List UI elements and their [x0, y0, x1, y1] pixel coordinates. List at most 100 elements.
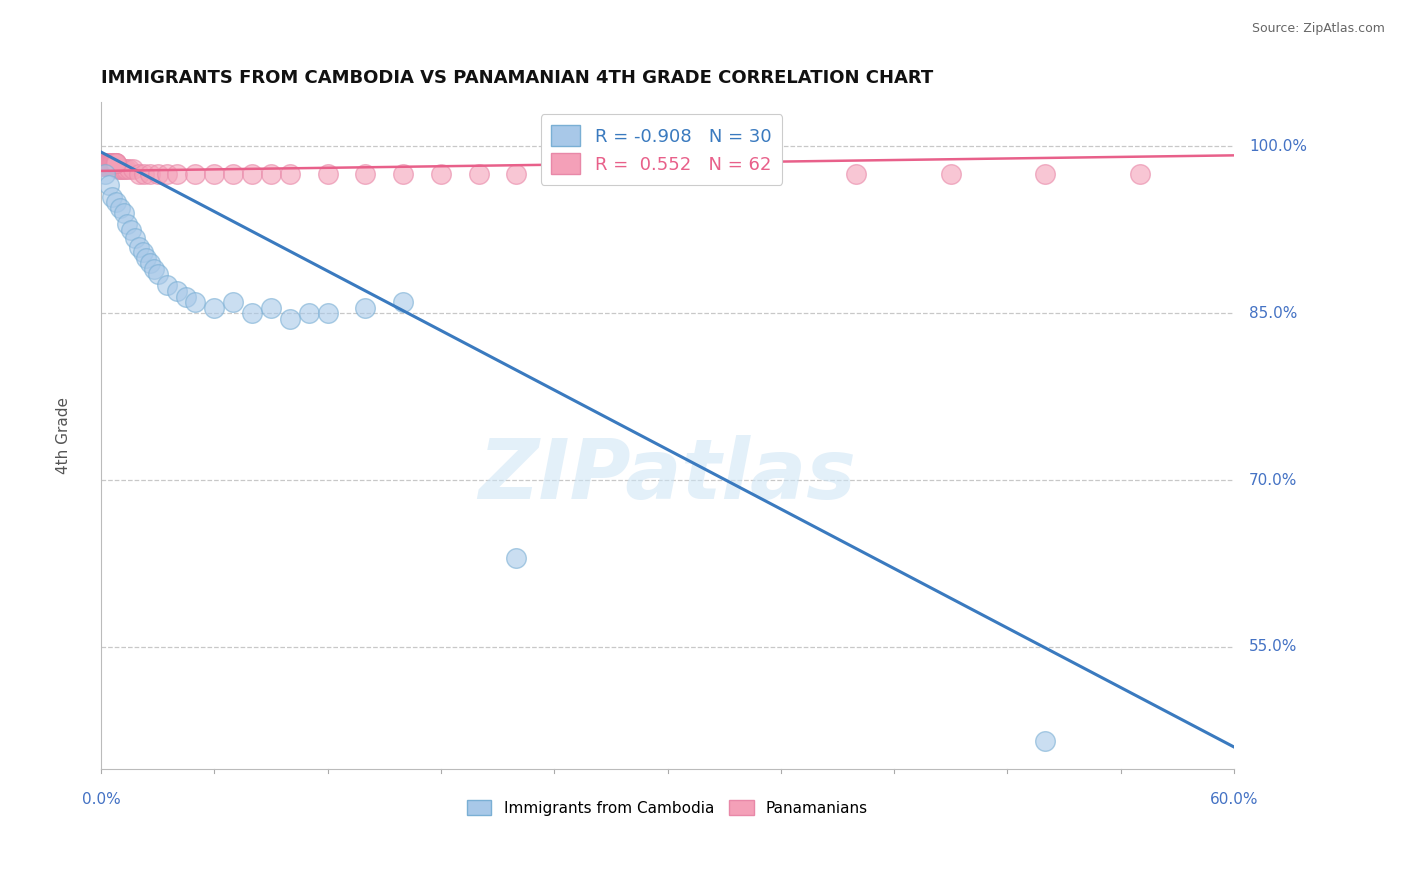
Point [101, 189, 124, 203]
Point [131, 245, 153, 260]
Point [97, 157, 120, 171]
Point [101, 156, 124, 170]
Point [184, 295, 207, 310]
Point [166, 167, 188, 181]
Point [845, 167, 868, 181]
Point [202, 167, 225, 181]
Point [657, 167, 679, 181]
Point [120, 223, 142, 237]
Point [93, 158, 115, 172]
Point [105, 195, 128, 210]
Text: 60.0%: 60.0% [1209, 791, 1258, 806]
Point [202, 301, 225, 315]
Point [103, 156, 125, 170]
Point [135, 251, 157, 265]
Point [134, 167, 156, 181]
Point [94, 156, 117, 170]
Point [298, 306, 321, 320]
Point [124, 230, 146, 244]
Point [260, 167, 283, 181]
Text: 85.0%: 85.0% [1249, 306, 1298, 321]
Point [97, 178, 120, 193]
Point [316, 306, 339, 320]
Point [96, 158, 118, 172]
Point [1033, 167, 1056, 181]
Point [505, 167, 527, 181]
Point [139, 256, 162, 270]
Point [939, 167, 962, 181]
Point [392, 167, 415, 181]
Point [184, 167, 207, 181]
Point [114, 161, 136, 176]
Point [111, 161, 134, 176]
Point [101, 156, 124, 170]
Point [278, 167, 301, 181]
Point [240, 306, 263, 320]
Text: Source: ZipAtlas.com: Source: ZipAtlas.com [1251, 22, 1385, 36]
Point [260, 301, 283, 315]
Point [108, 201, 131, 215]
Point [156, 278, 179, 293]
Text: 55.0%: 55.0% [1249, 640, 1298, 655]
Point [112, 161, 135, 176]
Point [122, 161, 145, 176]
Text: 4th Grade: 4th Grade [56, 397, 70, 475]
Point [222, 295, 245, 310]
Point [166, 284, 188, 298]
Point [430, 167, 453, 181]
Point [93, 156, 115, 170]
Point [1129, 167, 1152, 181]
Point [91, 160, 114, 174]
Point [107, 161, 129, 176]
Legend: Immigrants from Cambodia, Panamanians: Immigrants from Cambodia, Panamanians [461, 794, 875, 822]
Point [100, 156, 122, 170]
Point [118, 161, 141, 176]
Point [156, 167, 179, 181]
Text: 100.0%: 100.0% [1249, 139, 1308, 154]
Point [278, 311, 301, 326]
Text: IMMIGRANTS FROM CAMBODIA VS PANAMANIAN 4TH GRADE CORRELATION CHART: IMMIGRANTS FROM CAMBODIA VS PANAMANIAN 4… [101, 69, 934, 87]
Point [96, 156, 118, 170]
Point [101, 156, 124, 170]
Point [562, 167, 585, 181]
Text: 70.0%: 70.0% [1249, 473, 1298, 488]
Point [97, 157, 120, 171]
Point [174, 290, 197, 304]
Point [117, 217, 139, 231]
Point [96, 158, 118, 172]
Text: 0.0%: 0.0% [82, 791, 121, 806]
Point [316, 167, 339, 181]
Point [94, 156, 117, 170]
Point [112, 206, 135, 220]
Point [97, 156, 120, 170]
Point [1033, 734, 1056, 748]
Point [97, 156, 120, 170]
Point [91, 156, 114, 170]
Point [146, 167, 169, 181]
Point [222, 167, 245, 181]
Point [467, 167, 489, 181]
Point [100, 157, 122, 171]
Point [104, 156, 127, 170]
Point [392, 295, 415, 310]
Point [94, 167, 117, 181]
Point [139, 167, 162, 181]
Point [240, 167, 263, 181]
Point [105, 156, 128, 170]
Point [354, 167, 377, 181]
Point [104, 156, 127, 170]
Point [751, 167, 773, 181]
Point [105, 156, 128, 170]
Point [98, 157, 121, 171]
Point [103, 156, 125, 170]
Point [146, 268, 169, 282]
Point [98, 156, 121, 170]
Text: ZIPatlas: ZIPatlas [478, 435, 856, 516]
Point [91, 160, 114, 174]
Point [94, 158, 117, 172]
Point [91, 156, 114, 170]
Point [354, 301, 377, 315]
Point [505, 551, 527, 566]
Point [142, 261, 165, 276]
Point [128, 167, 150, 181]
